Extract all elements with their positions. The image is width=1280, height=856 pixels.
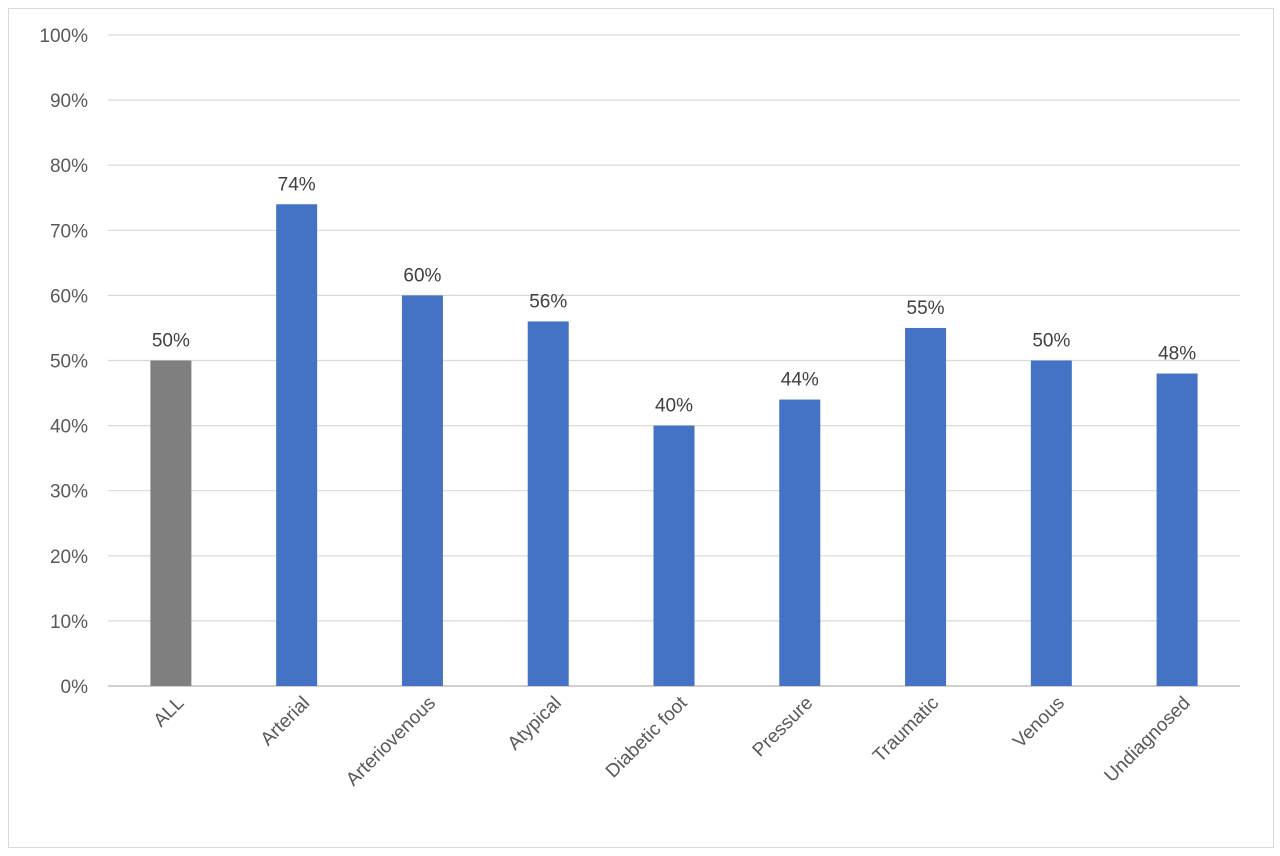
y-tick-label: 50% bbox=[50, 352, 88, 373]
bar-diabetic-foot bbox=[653, 425, 695, 686]
y-tick-label: 70% bbox=[50, 221, 88, 242]
bars bbox=[150, 204, 1198, 686]
bar-venous bbox=[1030, 360, 1072, 686]
data-label: 50% bbox=[1032, 331, 1070, 352]
x-tick-label: Pressure bbox=[749, 693, 818, 762]
x-tick-label: Diabetic foot bbox=[602, 692, 692, 782]
data-label: 74% bbox=[278, 174, 316, 195]
x-tick-label: Arteriovenous bbox=[342, 693, 440, 791]
data-label: 56% bbox=[529, 291, 567, 312]
x-axis-tick-labels: ALL Arterial Arteriovenous Atypical Diabetic… bbox=[150, 692, 1195, 790]
y-tick-label: 30% bbox=[50, 482, 88, 503]
x-tick-label: Traumatic bbox=[869, 693, 943, 767]
data-label: 55% bbox=[907, 298, 945, 319]
y-tick-label: 100% bbox=[39, 26, 88, 47]
y-tick-label: 40% bbox=[50, 417, 88, 438]
bar-undiagnosed bbox=[1156, 373, 1198, 686]
data-label: 60% bbox=[403, 265, 441, 286]
bar-arterial bbox=[276, 204, 318, 686]
y-axis-tick-labels: 0% 10% 20% 30% 40% 50% 60% 70% 80% 90% 100% bbox=[39, 26, 88, 698]
data-label: 50% bbox=[152, 331, 190, 352]
y-tick-label: 80% bbox=[50, 156, 88, 177]
y-tick-label: 0% bbox=[61, 677, 89, 698]
x-tick-label: Undiagnosed bbox=[1101, 693, 1195, 787]
bar-atypical bbox=[527, 321, 569, 686]
x-tick-label: Venous bbox=[1009, 693, 1069, 753]
bar-pressure bbox=[779, 399, 821, 686]
x-tick-label: Atypical bbox=[504, 693, 566, 755]
y-tick-label: 20% bbox=[50, 547, 88, 568]
data-label: 44% bbox=[781, 370, 819, 391]
data-label: 40% bbox=[655, 396, 693, 417]
bar-all bbox=[150, 360, 192, 686]
x-tick-label: ALL bbox=[150, 693, 189, 732]
y-tick-label: 90% bbox=[50, 91, 88, 112]
y-tick-label: 60% bbox=[50, 286, 88, 307]
x-tick-label: Arterial bbox=[257, 693, 314, 750]
bar-arteriovenous bbox=[401, 295, 443, 686]
bar-traumatic bbox=[905, 327, 947, 686]
data-labels: 50% 74% 60% 56% 40% 44% 55% 50% 48% bbox=[152, 174, 1196, 416]
y-tick-label: 10% bbox=[50, 612, 88, 633]
data-label: 48% bbox=[1158, 344, 1196, 365]
